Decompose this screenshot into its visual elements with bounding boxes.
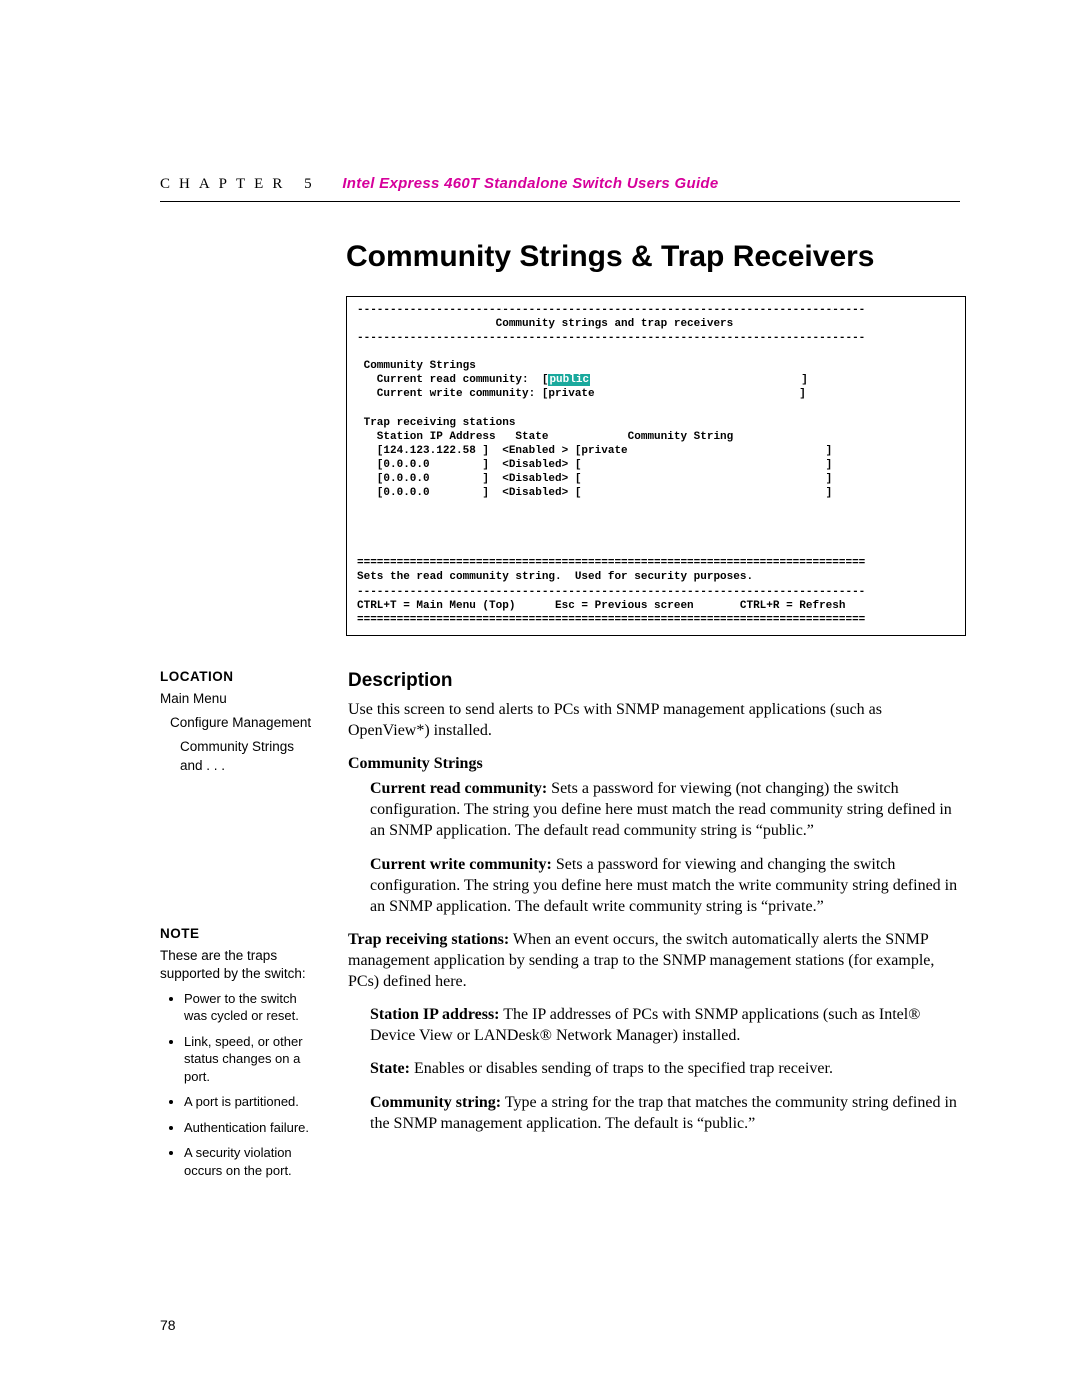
description-intro: Use this screen to send alerts to PCs wi…	[348, 699, 960, 741]
state-para: State: Enables or disables sending of tr…	[370, 1058, 960, 1079]
community-string-lead: Community string:	[370, 1094, 501, 1111]
state-body: Enables or disables sending of traps to …	[410, 1060, 833, 1077]
term-read-prefix: Current read community: [	[357, 374, 548, 386]
note-item: Link, speed, or other status changes on …	[184, 1033, 320, 1086]
note-item: A security violation occurs on the port.	[184, 1144, 320, 1179]
note-list: Power to the switch was cycled or reset.…	[184, 990, 320, 1180]
note-intro: These are the traps supported by the swi…	[160, 947, 320, 983]
read-community-lead: Current read community:	[370, 780, 547, 797]
trap-stations-para: Trap receiving stations: When an event o…	[348, 929, 960, 992]
term-trap-header: Trap receiving stations	[357, 417, 515, 429]
location-l2: Configure Management	[170, 714, 320, 732]
term-trap-row1: [124.123.122.58 ] <Enabled > [private ]	[357, 445, 832, 457]
station-ip-para: Station IP address: The IP addresses of …	[370, 1004, 960, 1046]
trap-stations-lead: Trap receiving stations:	[348, 931, 509, 948]
write-community-para: Current write community: Sets a password…	[370, 854, 960, 917]
term-footer-line: CTRL+T = Main Menu (Top) Esc = Previous …	[357, 600, 845, 612]
term-read-suffix: ]	[590, 374, 808, 386]
term-divider-eq2: ========================================…	[357, 614, 865, 626]
note-item: Power to the switch was cycled or reset.	[184, 990, 320, 1025]
write-community-lead: Current write community:	[370, 856, 552, 873]
description-heading: Description	[348, 668, 960, 693]
page-number: 78	[160, 1317, 176, 1333]
term-title: Community strings and trap receivers	[357, 318, 733, 330]
community-string-para: Community string: Type a string for the …	[370, 1092, 960, 1134]
location-heading: LOCATION	[160, 668, 320, 686]
guide-title: Intel Express 460T Standalone Switch Use…	[342, 175, 718, 192]
term-divider-eq1: ========================================…	[357, 557, 865, 569]
term-write-line: Current write community: [private ]	[357, 388, 806, 400]
term-trap-cols: Station IP Address State Community Strin…	[357, 431, 733, 443]
term-divider-top: ----------------------------------------…	[357, 304, 865, 316]
term-trap-row2: [0.0.0.0 ] <Disabled> [ ]	[357, 459, 832, 471]
station-ip-lead: Station IP address:	[370, 1006, 500, 1023]
terminal-screenshot: ----------------------------------------…	[346, 296, 966, 636]
term-trap-row4: [0.0.0.0 ] <Disabled> [ ]	[357, 487, 832, 499]
note-heading: NOTE	[160, 925, 320, 943]
community-strings-heading: Community Strings	[348, 753, 960, 774]
term-help-line: Sets the read community string. Used for…	[357, 571, 753, 583]
term-divider-under-title: ----------------------------------------…	[357, 332, 865, 344]
running-header: CHAPTER 5 Intel Express 460T Standalone …	[160, 175, 960, 193]
main-content: Description Use this screen to send aler…	[348, 668, 960, 1188]
note-item: Authentication failure.	[184, 1119, 320, 1137]
sidebar: LOCATION Main Menu Configure Management …	[160, 668, 320, 1188]
location-l1: Main Menu	[160, 690, 320, 708]
term-trap-row3: [0.0.0.0 ] <Disabled> [ ]	[357, 473, 832, 485]
state-lead: State:	[370, 1060, 410, 1077]
note-item: A port is partitioned.	[184, 1093, 320, 1111]
chapter-label: CHAPTER 5	[160, 176, 321, 192]
term-divider-dash2: ----------------------------------------…	[357, 586, 865, 598]
header-rule	[160, 201, 960, 202]
term-cs-header: Community Strings	[357, 360, 476, 372]
read-community-para: Current read community: Sets a password …	[370, 778, 960, 841]
term-read-value: public	[548, 374, 590, 386]
location-l3: Community Strings and . . .	[180, 738, 320, 774]
page-title: Community Strings & Trap Receivers	[346, 240, 960, 274]
